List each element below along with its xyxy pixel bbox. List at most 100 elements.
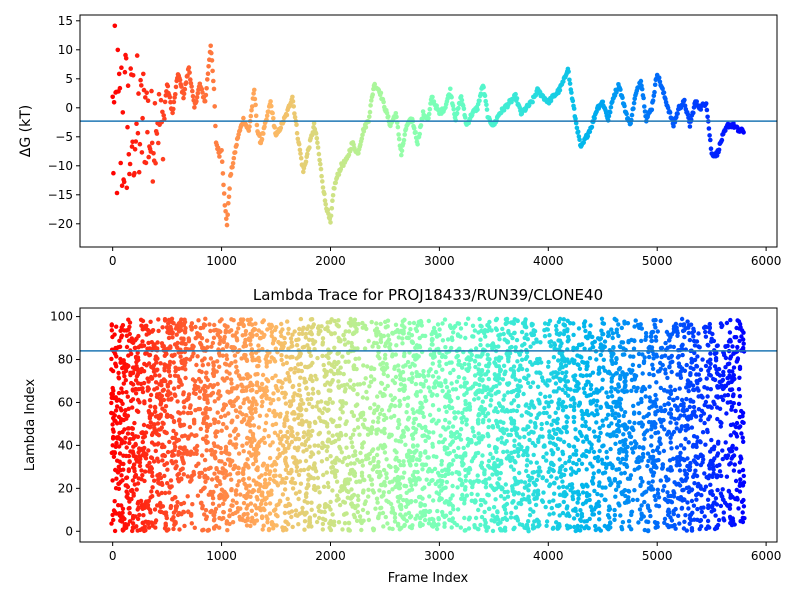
top-data-point [125,124,130,130]
bottom-data-point [232,345,237,351]
top-data-point [642,109,648,114]
top-data-point [122,69,128,75]
bottom-data-point [310,428,315,434]
bottom-data-point [259,394,264,400]
bottom-data-point [173,459,179,464]
top-data-point [430,94,435,100]
bottom-data-point [475,526,480,531]
bottom-data-point [168,485,173,490]
bottom-data-point [361,381,367,386]
top-data-point [117,85,123,91]
bottom-data-point [386,333,391,338]
bottom-data-point [290,343,295,349]
bottom-data-point [290,383,296,389]
top-data-point [311,120,317,126]
top-data-point [360,132,365,138]
bottom-data-point [420,496,425,501]
bottom-data-point [286,445,291,451]
bottom-data-point [476,396,481,401]
bottom-data-point [217,335,223,340]
bottom-data-point [212,399,217,404]
bottom-data-point [299,406,304,412]
top-data-point [182,86,188,92]
top-data-point [481,85,486,90]
bottom-data-point [409,333,415,338]
bottom-data-point [168,391,173,396]
bottom-data-point [384,415,389,421]
bottom-data-point [420,373,426,378]
bottom-data-point [514,337,520,343]
bottom-data-point [180,466,185,471]
bottom-data-point [254,402,259,407]
top-data-point [111,170,116,176]
bottom-data-point [153,448,158,454]
bottom-data-point [423,462,429,467]
bottom-data-point [145,385,151,390]
bottom-data-point [374,321,379,326]
bottom-data-point [126,468,131,474]
bottom-data-point [125,413,131,418]
bottom-data-point [462,515,467,521]
bottom-data-point [181,392,186,397]
bottom-data-point [141,343,147,348]
bottom-data-point [129,380,134,386]
bottom-data-point [276,397,281,402]
bottom-data-point [221,515,226,521]
bottom-data-point [293,508,299,513]
bottom-data-point [269,492,274,497]
bottom-data-point [567,455,573,460]
bottom-data-point [235,414,240,419]
bottom-data-point [511,398,517,403]
top-data-point [110,94,115,100]
bottom-data-point [342,521,348,526]
bottom-data-point [215,429,220,434]
bottom-data-point [297,489,302,494]
top-x-tick-label: 1000 [206,254,237,268]
bottom-data-point [286,501,292,507]
bottom-data-point [447,420,452,425]
bottom-data-point [556,485,562,490]
bottom-data-point [148,465,154,470]
bottom-data-point [245,396,250,401]
bottom-data-point [516,453,521,459]
bottom-data-point [217,525,222,530]
top-data-point [652,89,657,95]
bottom-data-point [467,407,473,412]
bottom-data-point [476,421,481,426]
bottom-data-point [504,517,510,522]
bottom-data-point [210,501,216,506]
bottom-data-point [413,416,418,422]
bottom-data-point [328,319,333,324]
top-data-point [153,160,158,166]
bottom-data-point [503,369,508,374]
bottom-data-point [230,498,236,503]
bottom-data-point [476,507,481,513]
bottom-data-point [152,507,158,512]
bottom-data-point [234,386,239,391]
bottom-data-point [544,410,549,416]
bottom-data-point [298,316,304,322]
bottom-data-point [241,400,246,406]
bottom-data-point [257,358,262,364]
bottom-data-point [272,327,278,333]
top-data-point [160,109,165,115]
bottom-data-point [126,317,131,322]
top-data-point [190,88,195,94]
bottom-data-point [534,495,539,500]
bottom-data-point [264,385,269,390]
bottom-data-point [162,473,167,479]
bottom-data-point [326,355,331,361]
bottom-data-point [124,390,129,395]
bottom-data-point [565,415,570,420]
bottom-data-point [351,387,356,392]
bottom-data-point [494,327,499,333]
bottom-data-point [295,513,300,518]
bottom-data-point [294,343,300,348]
bottom-data-point [210,390,216,396]
bottom-data-point [440,388,445,394]
bottom-data-point [481,417,486,423]
bottom-data-point [406,448,412,453]
bottom-data-point [316,485,321,490]
bottom-data-point [194,451,199,456]
bottom-data-point [189,513,194,518]
